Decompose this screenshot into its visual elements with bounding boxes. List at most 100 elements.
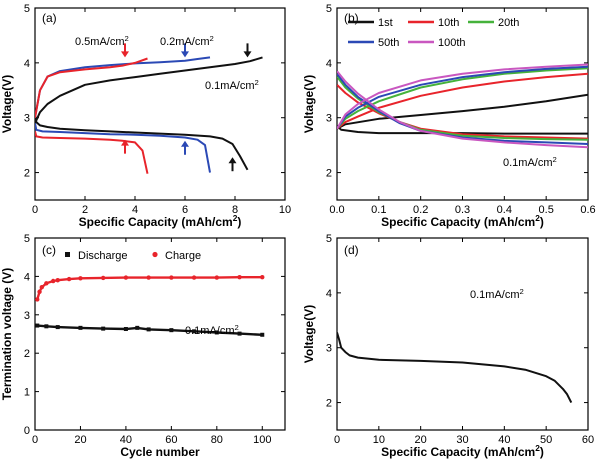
panel-label: (d) (344, 243, 359, 257)
x-tick-label: 20 (415, 434, 427, 446)
x-tick-label: 40 (120, 434, 132, 446)
annotation-text: 0.1mA/cm2 (205, 78, 259, 93)
series-line-1st (337, 125, 588, 135)
x-tick-label: 40 (498, 434, 510, 446)
data-point-discharge (35, 323, 40, 328)
y-tick-label: 5 (326, 233, 332, 245)
plot-area (337, 63, 588, 149)
series-line-curve-3 (35, 123, 211, 173)
series-line-curve-0 (35, 56, 263, 124)
x-tick-label: 8 (232, 204, 238, 216)
y-tick-label: 3 (24, 310, 30, 322)
x-tick-label: 80 (211, 434, 223, 446)
x-tick-label: 30 (456, 434, 468, 446)
legend-item-10th: 10th (408, 17, 459, 29)
annotation-text: 0.1mA/cm2 (185, 323, 239, 338)
arrow-marker (121, 139, 129, 154)
y-tick-label: 5 (24, 233, 30, 245)
series-line-50th (337, 65, 588, 130)
y-tick-label: 5 (326, 3, 332, 15)
legend-label: Charge (165, 250, 201, 262)
y-tick-label: 2 (24, 168, 30, 180)
x-axis-label: Specific Capacity (mAh/cm2) (381, 443, 544, 459)
y-tick-label: 1 (24, 387, 30, 399)
arrow-marker (121, 43, 129, 58)
annotation-text: 0.1mA/cm2 (470, 287, 524, 302)
x-tick-label: 0.1 (371, 204, 386, 216)
x-tick-label: 0.2 (413, 204, 428, 216)
legend-item-discharge: Discharge (65, 250, 128, 262)
y-tick-label: 5 (24, 3, 30, 15)
x-tick-label: 2 (82, 204, 88, 216)
x-axis-label: Cycle number (120, 445, 200, 459)
plot-frame (34, 237, 286, 431)
x-tick-label: 6 (182, 204, 188, 216)
series-line-discharge (37, 324, 263, 336)
legend-item-charge: Charge (152, 250, 201, 262)
series-line-charge (36, 276, 263, 300)
x-tick-label: 100 (253, 434, 271, 446)
legend-label: 20th (498, 17, 519, 29)
annotation-text: 0.5mA/cm2 (75, 34, 129, 49)
x-tick-label: 50 (540, 434, 552, 446)
y-axis-label: Voltage(V) (302, 305, 316, 363)
legend-item-1st: 1st (348, 17, 393, 29)
x-tick-label: 4 (132, 204, 138, 216)
x-tick-label: 0.0 (329, 204, 344, 216)
legend-label: 50th (378, 37, 399, 49)
x-tick-label: 0 (334, 434, 340, 446)
legend-label: 10th (438, 17, 459, 29)
y-tick-label: 3 (326, 343, 332, 355)
legend-item-20th: 20th (468, 17, 519, 29)
series-line-curve-1 (35, 114, 249, 171)
x-tick-label: 10 (373, 434, 385, 446)
panel-label: (c) (42, 243, 56, 257)
x-axis-label: Specific Capacity (mAh/cm2) (381, 213, 544, 229)
plot-area (35, 56, 263, 174)
plot-area (337, 332, 573, 404)
series-line-1st (337, 93, 588, 130)
x-tick-label: 60 (165, 434, 177, 446)
panel-b: 0.0 0.1 0.2 0.3 0.4 0.5 0.6 2 3 4 5 Specific Capaci… (302, 3, 596, 229)
legend-label: Discharge (78, 250, 128, 262)
series-line-20th (337, 67, 588, 130)
y-tick-label: 0 (24, 425, 30, 437)
y-tick-label: 2 (24, 348, 30, 360)
x-tick-label: 0.4 (497, 204, 512, 216)
legend-label: 100th (438, 37, 466, 49)
plot-frame (34, 7, 286, 201)
y-tick-label: 2 (326, 398, 332, 410)
series-line-curve-5 (35, 131, 149, 174)
x-tick-label: 0 (32, 434, 38, 446)
legend-item-50th: 50th (348, 37, 399, 49)
y-tick-label: 4 (326, 288, 332, 300)
y-tick-label: 2 (326, 168, 332, 180)
panel-a: 0 2 4 6 8 10 2 3 4 5 Specific Capacity (mAh/cm2) Vo… (0, 3, 291, 229)
series-line-100th (337, 63, 588, 130)
arrow-marker (181, 43, 189, 58)
y-tick-label: 4 (326, 58, 332, 70)
legend-item-100th: 100th (408, 37, 466, 49)
series-line-10th (337, 72, 588, 130)
x-tick-label: 0.5 (539, 204, 554, 216)
y-axis-label: Voltage(V) (302, 75, 316, 133)
x-tick-label: 0 (32, 204, 38, 216)
annotation-text: 0.1mA/cm2 (503, 155, 557, 170)
panel-d: 0 10 20 30 40 50 60 2 3 4 5 Specific Capacity (mAh/… (302, 233, 594, 459)
y-axis-label: Voltage(V) (0, 75, 14, 133)
x-axis-label: Specific Capacity (mAh/cm2) (79, 213, 242, 229)
legend: 1st 10th 20th 50th 100th (348, 17, 519, 49)
arrow-marker (243, 43, 252, 58)
y-tick-label: 4 (24, 58, 30, 70)
y-axis-label: Termination voltage (V) (0, 268, 14, 400)
x-tick-label: 20 (74, 434, 86, 446)
series-line-100th (337, 70, 588, 149)
legend-marker (65, 252, 70, 257)
y-tick-label: 3 (24, 113, 30, 125)
arrow-marker (181, 140, 189, 155)
y-tick-label: 4 (24, 271, 30, 283)
x-tick-label: 60 (582, 434, 594, 446)
legend-label: 1st (378, 17, 393, 29)
x-tick-label: 10 (279, 204, 291, 216)
